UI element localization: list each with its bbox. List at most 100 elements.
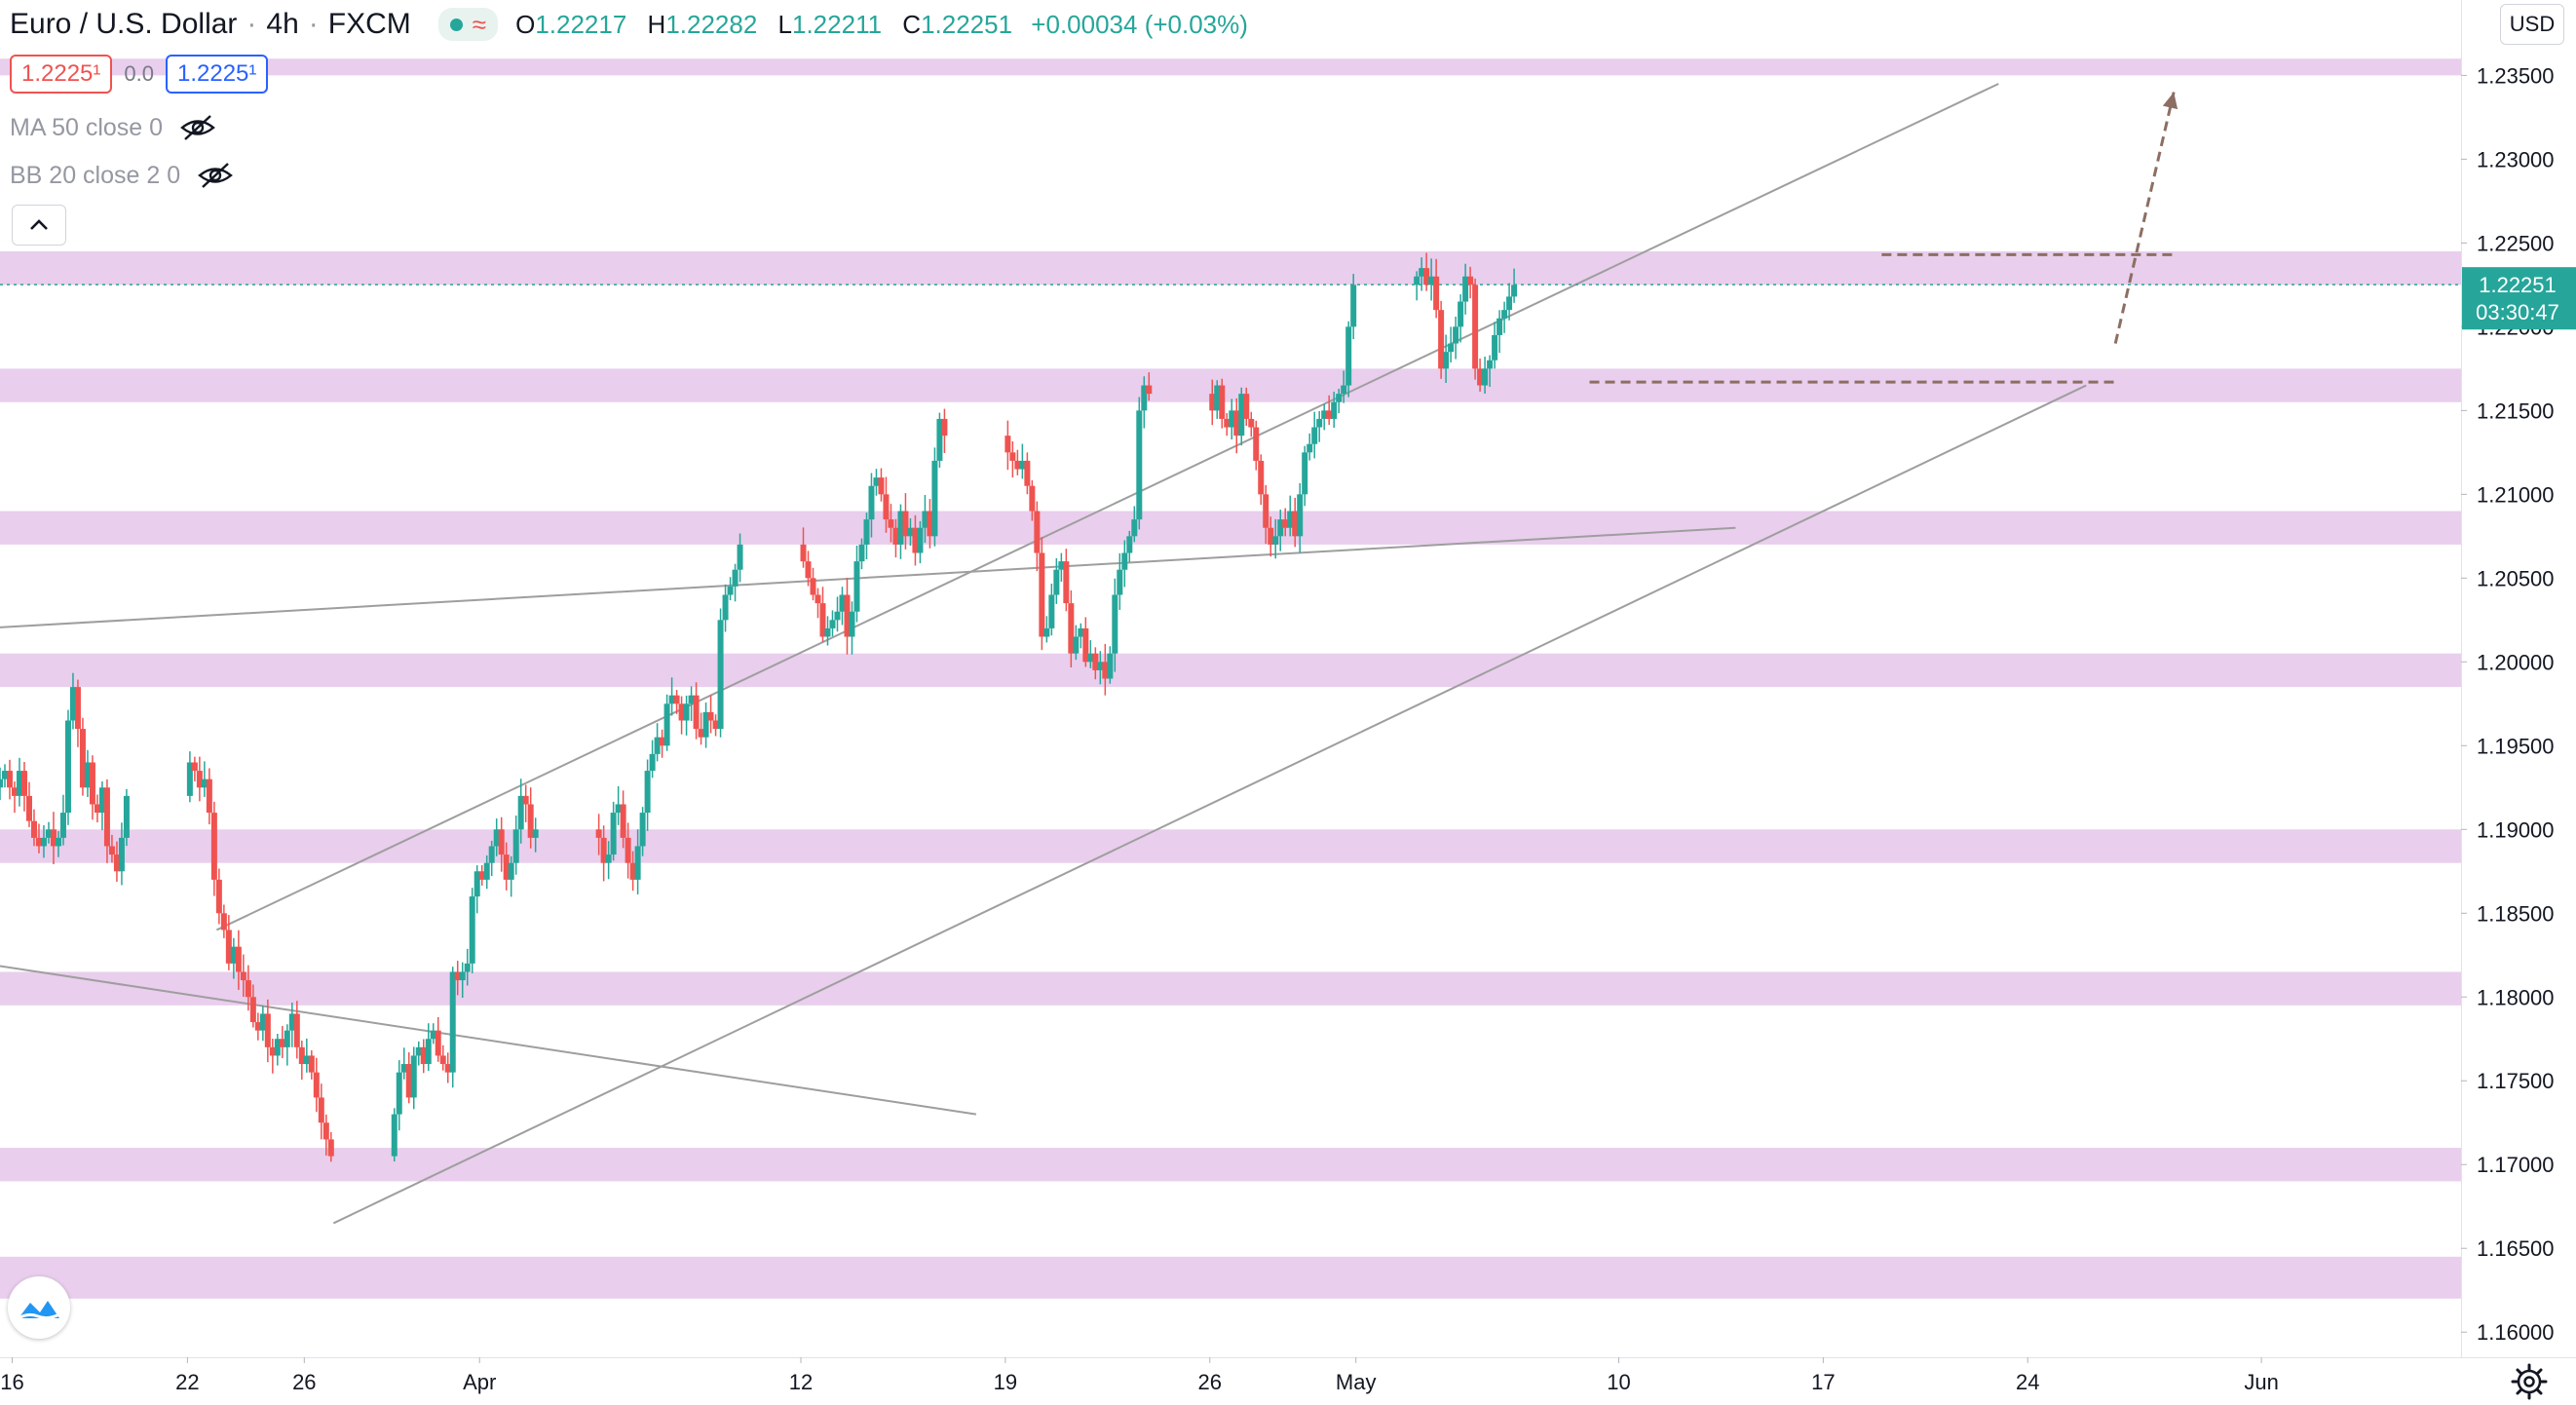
candle-body [615,804,622,814]
candle-body [318,1097,324,1123]
symbol-name[interactable]: Euro / U.S. Dollar [10,8,238,40]
data-delay-icon: ≈ [472,10,487,39]
candle-body [1126,536,1133,553]
candle-body [727,586,734,595]
candle-body [1229,410,1235,428]
candle-body [298,1046,305,1065]
candle-body [11,787,18,796]
candle-body [1063,561,1070,604]
candle-body [6,771,13,788]
sell-button[interactable]: 1.2225¹ [10,55,113,94]
x-tick-label: May [1336,1370,1377,1394]
candle-body [1219,385,1226,419]
candle-body [1092,653,1099,670]
y-tick-label: 1.16000 [2477,1320,2555,1345]
sr-zone [0,829,2461,863]
candle-body [313,1072,320,1098]
candle-body [30,820,37,838]
candle-body [1039,552,1045,637]
spread-value: 0.0 [124,61,154,86]
candle-body [288,1013,295,1031]
candle-body [1462,276,1469,302]
candle-body [1019,460,1026,470]
candle-body [1233,410,1240,437]
candle-body [89,762,95,805]
candle-body [644,771,651,814]
symbol-header: Euro / U.S. Dollar · 4h · FXCM ≈ O1.2221… [10,2,1248,47]
close-value: 1.22251 [921,9,1013,39]
candle-body [435,1030,441,1056]
candle-body [1331,401,1338,419]
indicator-ma[interactable]: MA 50 close 0 [10,113,217,142]
candle-body [1336,394,1343,402]
candle-body [444,1064,451,1073]
candle-body [873,477,880,486]
candle-body [1068,603,1075,654]
candle-body [717,620,724,730]
candle-body [907,527,914,537]
candle-body [186,762,193,796]
open-label: O [515,9,536,39]
low-label: L [777,9,792,39]
candle-body [1053,569,1060,595]
candle-body [488,846,495,863]
gear-icon[interactable] [2510,1362,2549,1401]
candle-body [1433,276,1440,311]
candle-body [50,829,57,847]
candle-body [844,594,851,637]
candle-body [293,1013,300,1047]
candle-body [849,611,855,637]
candle-body [103,787,110,847]
candle-body [1131,519,1138,537]
eye-off-icon[interactable] [178,113,217,142]
candle-body [897,511,904,545]
currency-button[interactable]: USD [2500,4,2564,45]
candle-body [483,862,490,880]
candle-body [1282,519,1289,528]
candle-body [498,829,505,855]
candle-body [264,1013,271,1047]
buy-button[interactable]: 1.2225¹ [166,55,269,94]
candle-body [878,477,885,495]
y-tick-label: 1.20000 [2477,650,2555,674]
candle-body [430,1030,436,1040]
candle-body [1423,268,1430,285]
x-tick-label: 22 [175,1370,199,1394]
candle-body [1014,460,1021,470]
candle-body [396,1072,402,1115]
candle-body [1287,511,1294,528]
market-status-badge[interactable]: ≈ [437,8,499,41]
candle-body [123,795,130,838]
candle-body [322,1122,329,1140]
y-tick-label: 1.23500 [2477,63,2555,88]
candle-body [220,913,227,930]
trendline [215,83,1999,931]
candle-body [69,687,76,721]
x-tick-label: 17 [1811,1370,1835,1394]
candle-body [474,871,480,897]
candle-body [449,971,456,1073]
candle-body [1263,494,1269,528]
sr-zone [0,511,2461,545]
y-tick-label: 1.22500 [2477,231,2555,255]
candle-body [814,594,821,604]
candle-body [59,813,66,838]
candle-body [1496,318,1503,335]
candle-body [1048,594,1055,628]
interval-label[interactable]: 4h [266,8,299,40]
candle-body [1058,561,1065,570]
tradingview-logo-icon[interactable] [8,1276,70,1339]
candle-body [64,720,71,814]
y-tick-label: 1.18500 [2477,901,2555,926]
indicator-ma-label: MA 50 close 0 [10,113,164,141]
candle-body [610,813,617,855]
eye-off-icon[interactable] [196,161,235,190]
candle-body [1414,276,1421,285]
candle-body [1487,360,1494,369]
candle-body [1121,552,1128,570]
collapse-legend-button[interactable] [12,205,66,246]
sr-zone [0,1148,2461,1182]
indicator-bb[interactable]: BB 20 close 2 0 [10,161,235,190]
candle-body [654,737,661,754]
